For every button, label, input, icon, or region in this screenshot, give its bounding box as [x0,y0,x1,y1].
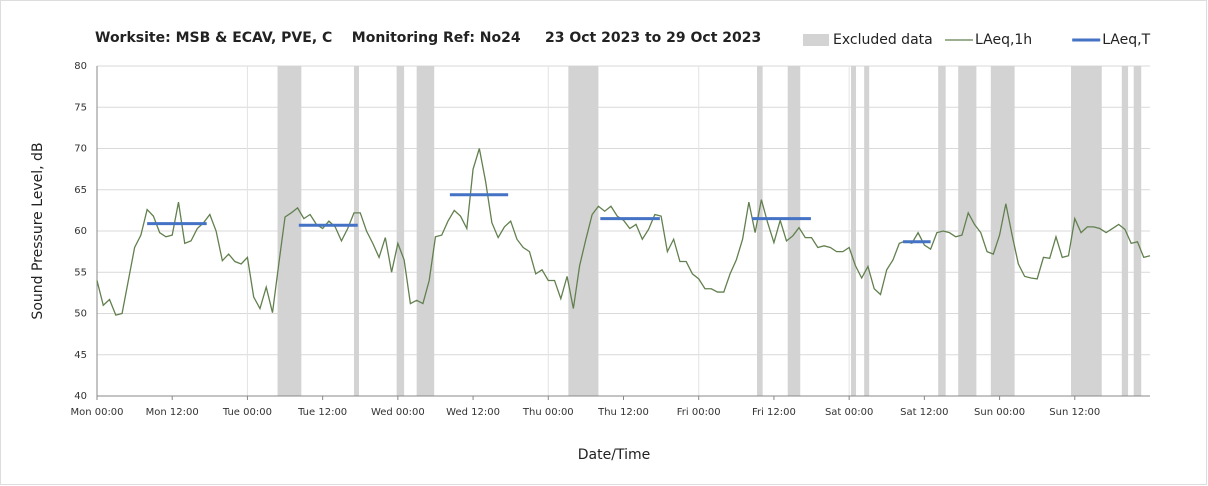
x-tick-label: Sat 00:00 [825,407,873,418]
legend-label: LAeq,1h [975,32,1032,48]
x-tick-label: Tue 12:00 [297,407,347,418]
x-tick-label: Mon 12:00 [146,407,199,418]
excluded-band [1121,66,1129,396]
excluded-band [353,66,359,396]
excluded-band [1071,66,1102,396]
x-tick-label: Fri 00:00 [677,407,721,418]
y-tick-label: 65 [74,185,87,196]
legend-label: LAeq,T [1102,32,1150,48]
chart-title: Worksite: MSB & ECAV, PVE, C Monitoring … [95,30,761,46]
excluded-band [864,66,870,396]
x-tick-label: Sat 12:00 [900,407,948,418]
y-tick-label: 80 [74,61,87,72]
y-tick-label: 60 [74,226,87,237]
x-tick-label: Thu 12:00 [597,407,649,418]
y-axis-title: Sound Pressure Level, dB [30,142,46,319]
excluded-band [568,66,599,396]
y-tick-label: 70 [74,144,87,155]
y-tick-label: 50 [74,309,87,320]
excluded-band [1133,66,1142,396]
excluded-band [787,66,801,396]
x-axis-title: Date/Time [578,447,650,463]
x-tick-label: Wed 12:00 [446,407,500,418]
x-tick-label: Fri 12:00 [752,407,796,418]
legend-swatch [803,34,829,46]
excluded-band [958,66,977,396]
x-tick-label: Tue 00:00 [222,407,272,418]
x-tick-label: Mon 00:00 [70,407,123,418]
line-series [96,148,1151,316]
x-tick-label: Wed 00:00 [371,407,425,418]
excluded-band [851,66,857,396]
y-tick-label: 45 [74,350,87,361]
y-tick-label: 55 [74,267,87,278]
excluded-band [396,66,405,396]
excluded-band [990,66,1015,396]
y-tick-label: 75 [74,102,87,113]
excluded-band [757,66,763,396]
legend-label: Excluded data [833,32,933,48]
excluded-band [277,66,302,396]
x-tick-label: Thu 00:00 [522,407,574,418]
x-tick-label: Sun 00:00 [974,407,1025,418]
y-tick-label: 40 [74,391,87,402]
x-tick-label: Sun 12:00 [1049,407,1100,418]
excluded-band [416,66,435,396]
